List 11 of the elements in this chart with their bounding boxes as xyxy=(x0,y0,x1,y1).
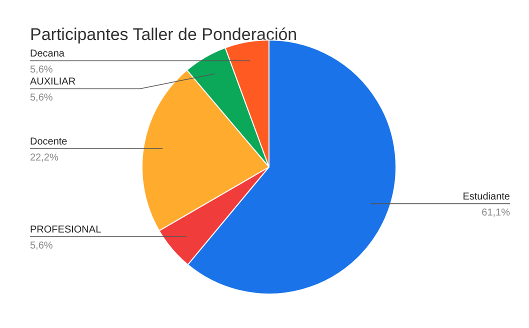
chart-title: Participantes Taller de Ponderación xyxy=(30,25,298,44)
data-label: 5,6% xyxy=(30,240,53,252)
data-label: 5,6% xyxy=(30,92,53,104)
slice-label: PROFESIONAL xyxy=(30,224,102,236)
data-label: 5,6% xyxy=(30,64,53,76)
data-label: 22,2% xyxy=(30,152,58,164)
slice-label: Estudiante xyxy=(462,192,510,203)
slice-label: Decana xyxy=(30,48,65,60)
data-label: 61,1% xyxy=(482,208,510,219)
slice-label: Docente xyxy=(30,136,68,148)
slice-label: AUXILIAR xyxy=(30,76,76,88)
